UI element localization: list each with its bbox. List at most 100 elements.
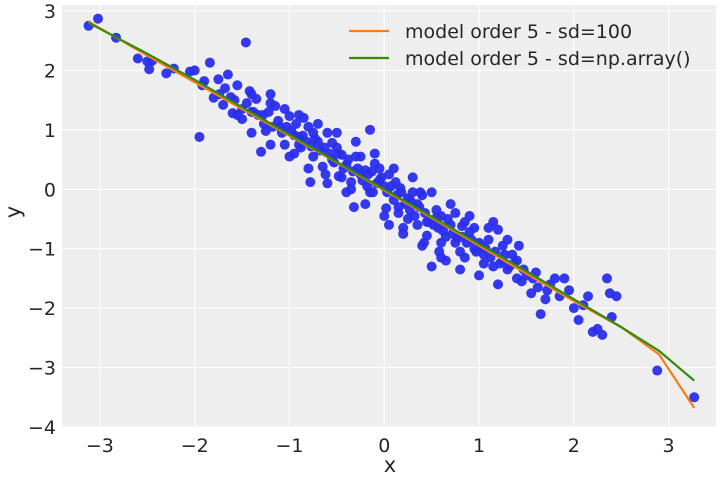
legend: model order 5 - sd=100 model order 5 - s…: [349, 21, 691, 70]
data-point: [395, 183, 406, 194]
data-point: [320, 169, 331, 180]
y-tick-label: −3: [28, 358, 56, 380]
data-point: [526, 288, 537, 299]
data-point: [450, 208, 461, 219]
scatter-points: [83, 13, 700, 403]
data-point: [322, 178, 333, 189]
data-point: [213, 74, 224, 85]
data-point: [327, 137, 338, 148]
data-point: [331, 127, 342, 138]
x-tick-labels: −3 −2 −1 0 1 2 3: [86, 435, 675, 457]
y-tick-label: 3: [44, 1, 56, 23]
data-point: [93, 13, 104, 24]
data-point: [381, 203, 392, 214]
data-point: [393, 202, 404, 213]
data-point: [322, 127, 333, 138]
data-point: [532, 282, 543, 293]
data-point: [303, 163, 314, 174]
data-point: [493, 279, 503, 290]
data-point: [369, 148, 380, 159]
data-point: [398, 228, 409, 239]
data-point: [564, 285, 575, 296]
data-point: [376, 172, 387, 183]
x-tick-label: 1: [473, 435, 485, 457]
data-point: [409, 211, 420, 221]
data-point: [265, 98, 276, 109]
x-tick-label: 3: [663, 435, 675, 457]
data-point: [597, 329, 608, 340]
data-point: [379, 211, 390, 221]
x-tick-label: −2: [181, 435, 209, 457]
data-point: [240, 37, 251, 48]
data-point: [415, 187, 426, 198]
data-point: [336, 172, 347, 183]
data-point: [246, 89, 257, 100]
data-point: [426, 187, 437, 198]
data-point: [440, 255, 451, 266]
data-point: [265, 89, 276, 100]
data-point: [652, 365, 663, 376]
data-point: [456, 221, 467, 232]
data-point: [365, 187, 376, 198]
data-point: [220, 83, 231, 94]
data-point: [366, 166, 377, 177]
data-point: [493, 224, 503, 235]
data-point: [144, 64, 155, 75]
data-point: [602, 273, 612, 284]
data-point: [350, 136, 361, 147]
data-point: [535, 309, 546, 320]
y-tick-label: −1: [28, 239, 56, 261]
y-tick-label: 0: [44, 179, 56, 201]
data-point: [222, 69, 233, 80]
data-point: [483, 234, 494, 245]
data-point: [540, 294, 551, 305]
data-point: [365, 124, 376, 135]
data-point: [279, 139, 290, 150]
data-point: [431, 205, 442, 216]
y-tick-label: −4: [28, 417, 56, 439]
data-point: [204, 57, 215, 68]
data-point: [305, 177, 316, 188]
data-point: [568, 303, 579, 314]
data-point: [455, 264, 466, 275]
data-point: [464, 211, 475, 221]
data-point: [488, 216, 499, 227]
data-point: [417, 240, 428, 251]
series-line-2: [87, 21, 695, 382]
data-point: [436, 237, 447, 248]
y-tick-label: 1: [44, 120, 56, 142]
y-tick-label: 2: [44, 60, 56, 82]
data-point: [346, 184, 357, 195]
data-point: [232, 80, 243, 91]
data-point: [241, 98, 252, 109]
y-tick-label: −2: [28, 298, 56, 320]
data-point: [611, 291, 622, 302]
data-point: [355, 151, 366, 162]
x-axis-label: x: [384, 453, 396, 477]
data-point: [494, 258, 505, 269]
data-point: [412, 219, 423, 230]
data-point: [189, 65, 200, 76]
data-point: [312, 118, 323, 129]
data-point: [346, 177, 357, 188]
data-point: [218, 99, 229, 110]
data-point: [284, 111, 295, 122]
data-point: [263, 106, 274, 117]
data-point: [384, 219, 394, 230]
data-point: [352, 163, 363, 174]
data-point: [445, 199, 456, 210]
data-point: [308, 127, 319, 138]
data-point: [689, 392, 700, 403]
data-point: [273, 115, 284, 126]
data-point: [161, 68, 172, 79]
data-point: [289, 148, 300, 159]
data-point: [438, 225, 449, 236]
data-point: [385, 181, 396, 192]
data-point: [549, 273, 560, 284]
data-point: [426, 261, 437, 272]
data-point: [142, 56, 153, 67]
data-point: [583, 291, 594, 302]
data-point: [442, 213, 453, 224]
data-point: [478, 258, 489, 269]
